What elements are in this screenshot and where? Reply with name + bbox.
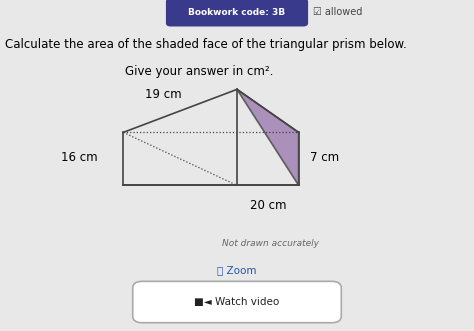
FancyBboxPatch shape — [133, 281, 341, 323]
Text: 7 cm: 7 cm — [310, 151, 339, 164]
Text: 16 cm: 16 cm — [61, 151, 97, 164]
Text: Not drawn accurately: Not drawn accurately — [222, 239, 319, 248]
FancyBboxPatch shape — [166, 0, 308, 26]
Text: Give your answer in cm².: Give your answer in cm². — [125, 65, 273, 78]
Text: 20 cm: 20 cm — [249, 199, 286, 212]
Text: ■◄ Watch video: ■◄ Watch video — [194, 297, 280, 307]
Text: Calculate the area of the shaded face of the triangular prism below.: Calculate the area of the shaded face of… — [5, 38, 407, 51]
Text: ☑ allowed: ☑ allowed — [313, 7, 362, 17]
Text: 🔍 Zoom: 🔍 Zoom — [217, 265, 257, 275]
Polygon shape — [237, 89, 299, 185]
Text: 19 cm: 19 cm — [145, 88, 182, 101]
Text: Bookwork code: 3B: Bookwork code: 3B — [189, 8, 285, 17]
